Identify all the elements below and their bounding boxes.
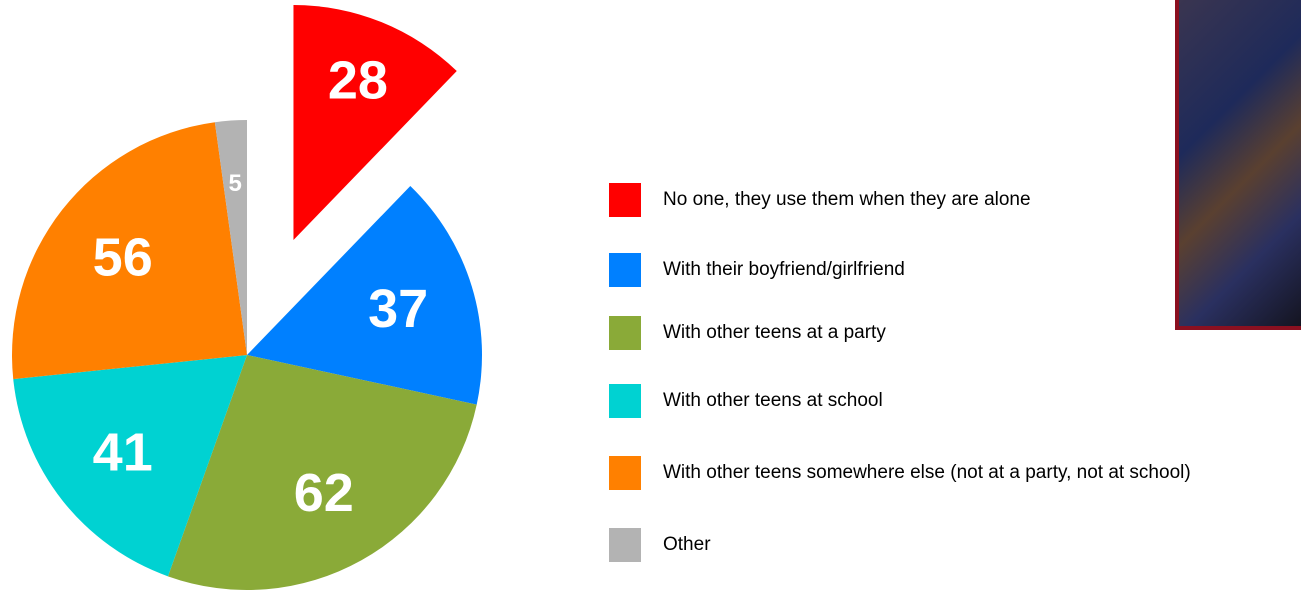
legend-label: With other teens at school	[663, 391, 1293, 411]
legend-item: With other teens somewhere else (not at …	[609, 456, 1299, 490]
photo	[1175, 0, 1301, 330]
legend-label: Other	[663, 535, 1293, 555]
chart: 28 37 62 41 56 5	[0, 0, 1301, 590]
value-label: 5	[229, 170, 242, 197]
value-label: 37	[368, 279, 428, 339]
legend-swatch	[609, 528, 641, 562]
value-label: 41	[93, 423, 153, 483]
page: 28376241565 No one, they use them when t…	[0, 0, 1301, 590]
legend-item: Other	[609, 528, 1299, 562]
legend-label: With other teens somewhere else (not at …	[663, 463, 1293, 483]
legend-swatch	[609, 183, 641, 217]
value-label: 56	[93, 227, 153, 287]
legend-swatch	[609, 456, 641, 490]
legend-swatch	[609, 384, 641, 418]
value-label: 28	[328, 51, 388, 111]
legend-swatch	[609, 316, 641, 350]
legend-item: With other teens at school	[609, 384, 1299, 418]
value-label: 62	[294, 463, 354, 523]
legend-swatch	[609, 253, 641, 287]
pie-slice	[293, 5, 456, 240]
